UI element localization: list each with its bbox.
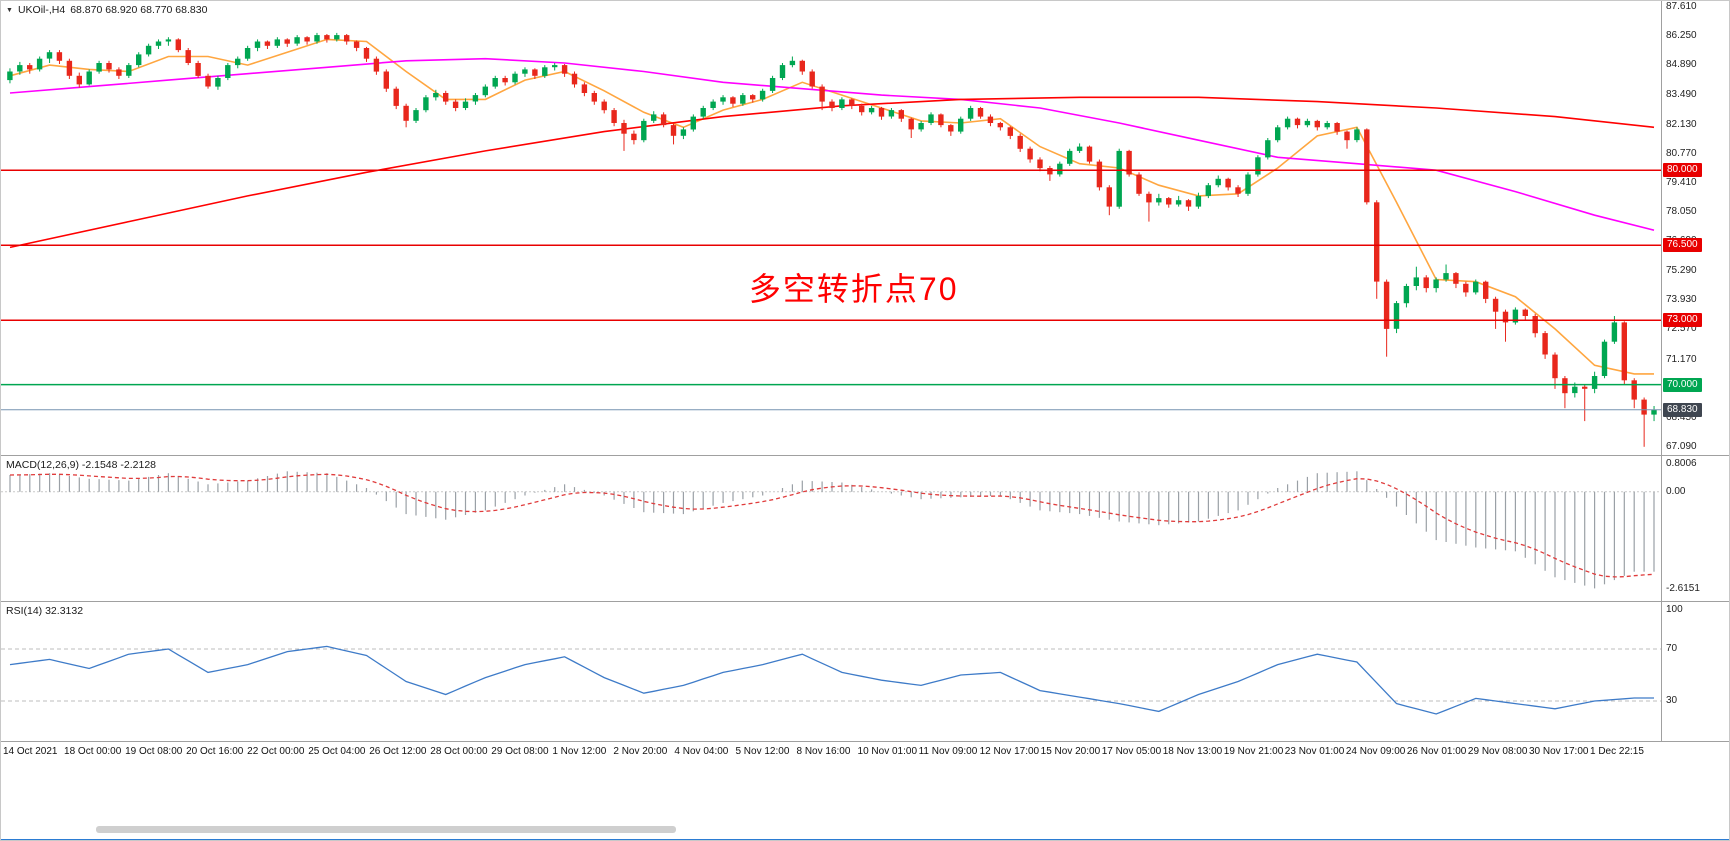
time-tick: 26 Oct 12:00 (369, 746, 427, 757)
price-tick: 67.090 (1666, 441, 1697, 452)
price-tick: 72.570 (1666, 323, 1697, 335)
time-tick: 11 Nov 09:00 (918, 746, 978, 757)
time-tick: 18 Nov 13:00 (1162, 746, 1223, 757)
price-tick: 80.770 (1666, 147, 1697, 159)
macd-label: MACD(12,26,9) -2.1548 -2.2128 (6, 459, 156, 471)
main-chart-pane: ▼ UKOil-,H4 68.870 68.920 68.770 68.830 … (1, 1, 1729, 456)
rsi-axis[interactable]: 100 70 30 (1661, 602, 1729, 741)
price-tick: 86.250 (1666, 30, 1697, 42)
macd-tick: 0.00 (1666, 485, 1686, 497)
rsi-tick: 100 (1666, 604, 1683, 615)
price-tag: 68.830 (1663, 402, 1702, 417)
bottom-strip (1, 764, 1729, 840)
macd-pane: MACD(12,26,9) -2.1548 -2.2128 0.8006 0.00… (1, 456, 1729, 602)
price-tick: 75.290 (1666, 265, 1697, 277)
chart-annotation: 多空转折点70 (748, 270, 959, 307)
price-tick: 82.130 (1666, 118, 1697, 130)
price-tag: 80.000 (1663, 163, 1702, 178)
rsi-tick: 30 (1666, 695, 1678, 706)
time-tick: 10 Nov 01:00 (857, 746, 918, 757)
time-tick: 1 Nov 12:00 (552, 746, 607, 757)
time-tick: 17 Nov 05:00 (1101, 746, 1162, 757)
time-tick: 1 Dec 22:15 (1590, 746, 1644, 757)
macd-tick: -2.6151 (1666, 583, 1700, 594)
symbol-label: UKOil-,H4 (17, 4, 66, 16)
time-tick: 22 Oct 00:00 (247, 746, 305, 757)
window-bottom-border (1, 839, 1729, 840)
ohlc-values: 68.870 68.920 68.770 68.830 (70, 4, 208, 16)
macd-chart[interactable] (1, 456, 1663, 601)
time-tick: 15 Nov 20:00 (1040, 746, 1101, 757)
price-tick: 79.410 (1666, 176, 1697, 188)
price-tick: 84.890 (1666, 59, 1697, 71)
time-tick: 2 Nov 20:00 (613, 746, 668, 757)
rsi-tick: 70 (1666, 643, 1678, 654)
ma-fast (9, 38, 1654, 375)
time-tick: 28 Oct 00:00 (430, 746, 488, 757)
macd-tick: 0.8006 (1666, 458, 1697, 469)
price-tag: 76.500 (1663, 238, 1702, 253)
macd-axis[interactable]: 0.8006 0.00 -2.6151 (1661, 456, 1729, 601)
rsi-chart[interactable] (1, 602, 1663, 741)
time-tick: 30 Nov 17:00 (1528, 746, 1589, 757)
time-tick: 5 Nov 12:00 (735, 746, 790, 757)
time-tick: 18 Oct 00:00 (64, 746, 122, 757)
time-tick: 24 Nov 09:00 (1345, 746, 1406, 757)
time-tick: 4 Nov 04:00 (674, 746, 729, 757)
price-tick: 87.610 (1666, 1, 1697, 12)
time-tick: 26 Nov 01:00 (1406, 746, 1467, 757)
time-tick: 12 Nov 17:00 (979, 746, 1040, 757)
time-tick: 14 Oct 2021 (3, 746, 58, 757)
time-tick: 8 Nov 16:00 (796, 746, 851, 757)
time-tick: 29 Nov 08:00 (1467, 746, 1528, 757)
time-tick: 20 Oct 16:00 (186, 746, 244, 757)
rsi-label: RSI(14) 32.3132 (6, 605, 84, 617)
macd-signal-line (9, 473, 1655, 578)
time-tick: 23 Nov 01:00 (1284, 746, 1345, 757)
time-axis[interactable]: 14 Oct 2021 18 Oct 00:00 19 Oct 08:00 20 Oc… (1, 742, 1729, 764)
price-tick: 78.050 (1666, 205, 1697, 217)
time-tick: 25 Oct 04:00 (308, 746, 366, 757)
price-tick: 71.170 (1666, 353, 1697, 365)
horizontal-scrollbar-thumb[interactable] (96, 826, 676, 833)
time-tick: 19 Nov 21:00 (1223, 746, 1284, 757)
price-tick: 73.930 (1666, 294, 1697, 306)
rsi-line (9, 645, 1654, 715)
chart-info: ▼ UKOil-,H4 68.870 68.920 68.770 68.830 (6, 4, 207, 16)
time-tick: 29 Oct 08:00 (491, 746, 549, 757)
price-tick: 68.450 (1666, 411, 1697, 423)
time-tick: 19 Oct 08:00 (125, 746, 183, 757)
symbol-dropdown-icon[interactable]: ▼ (6, 6, 13, 14)
candlestick-chart[interactable] (1, 1, 1663, 455)
rsi-pane: RSI(14) 32.3132 100 70 30 (1, 602, 1729, 742)
price-tag: 70.000 (1663, 377, 1702, 392)
ma-mid (9, 57, 1655, 231)
price-tick: 83.490 (1666, 89, 1697, 101)
price-axis[interactable]: 87.610 86.250 84.890 83.490 82.130 80.770 79.4… (1661, 1, 1729, 455)
price-tag: 73.000 (1663, 313, 1702, 328)
